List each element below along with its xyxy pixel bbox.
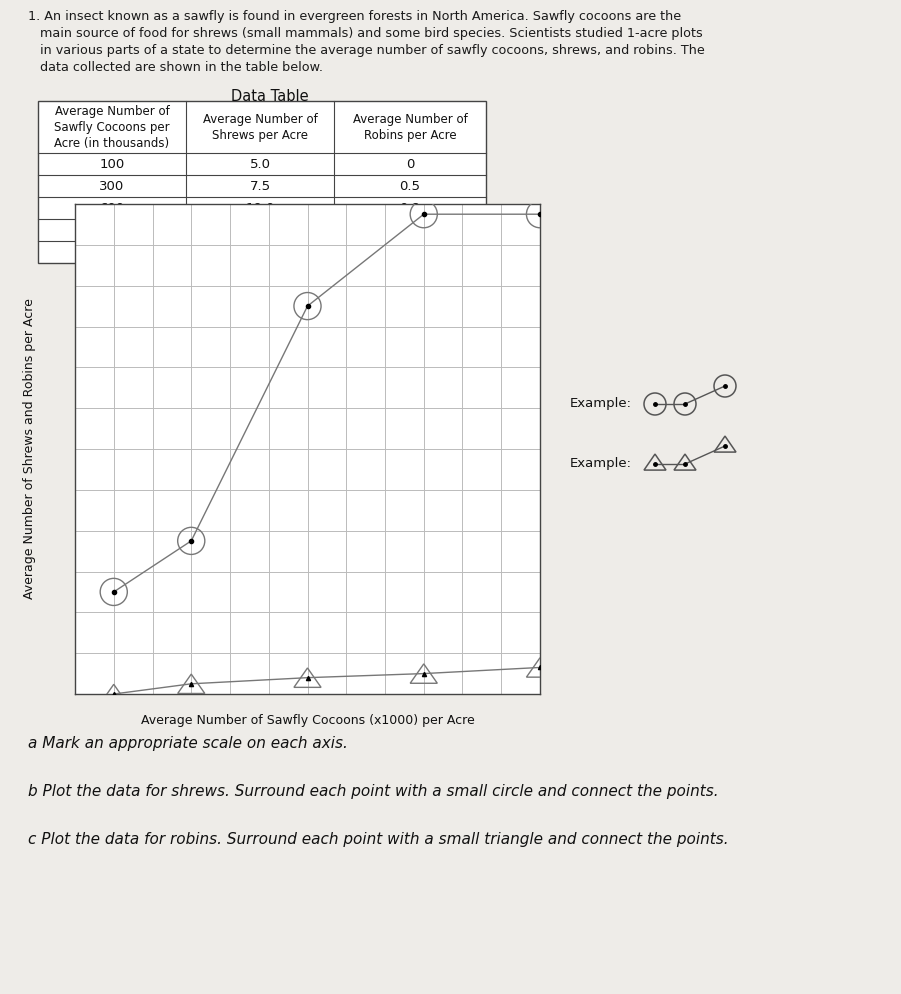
Text: 19.0: 19.0: [245, 202, 275, 215]
Text: main source of food for shrews (small mammals) and some bird species. Scientists: main source of food for shrews (small ma…: [28, 27, 703, 40]
Text: Average Number of Shrews and Robins per Acre: Average Number of Shrews and Robins per …: [23, 298, 37, 599]
Text: Average Number of
Robins per Acre: Average Number of Robins per Acre: [352, 112, 468, 141]
Text: Example:: Example:: [570, 457, 632, 470]
Text: b Plot the data for shrews. Surround each point with a small circle and connect : b Plot the data for shrews. Surround eac…: [28, 784, 719, 799]
Text: 300: 300: [99, 180, 124, 193]
Text: Average Number of
Sawfly Cocoons per
Acre (in thousands): Average Number of Sawfly Cocoons per Acr…: [54, 104, 169, 149]
Text: 23.5: 23.5: [245, 224, 275, 237]
Text: 0.5: 0.5: [399, 180, 421, 193]
Text: Average Number of
Shrews per Acre: Average Number of Shrews per Acre: [203, 112, 317, 141]
Text: 100: 100: [99, 157, 124, 171]
Text: 900: 900: [99, 224, 124, 237]
Text: 1. An insect known as a sawfly is found in evergreen forests in North America. S: 1. An insect known as a sawfly is found …: [28, 10, 681, 23]
Text: in various parts of a state to determine the average number of sawfly cocoons, s: in various parts of a state to determine…: [28, 44, 705, 57]
Text: 600: 600: [99, 202, 124, 215]
Text: data collected are shown in the table below.: data collected are shown in the table be…: [28, 61, 323, 74]
Text: c Plot the data for robins. Surround each point with a small triangle and connec: c Plot the data for robins. Surround eac…: [28, 832, 729, 847]
Text: 1200: 1200: [96, 246, 129, 258]
Text: a Mark an appropriate scale on each axis.: a Mark an appropriate scale on each axis…: [28, 736, 348, 751]
Text: 1.0: 1.0: [399, 224, 421, 237]
Text: 23.5: 23.5: [245, 246, 275, 258]
Bar: [38, 101, 486, 263]
Text: 1.3: 1.3: [399, 246, 421, 258]
Text: Average Number of Sawfly Cocoons (x1000) per Acre: Average Number of Sawfly Cocoons (x1000)…: [141, 714, 474, 727]
Text: Data Table: Data Table: [232, 89, 309, 104]
Text: Example:: Example:: [570, 398, 632, 411]
Text: 0: 0: [405, 157, 414, 171]
Text: 0.8: 0.8: [399, 202, 421, 215]
Text: 7.5: 7.5: [250, 180, 270, 193]
Text: 5.0: 5.0: [250, 157, 270, 171]
